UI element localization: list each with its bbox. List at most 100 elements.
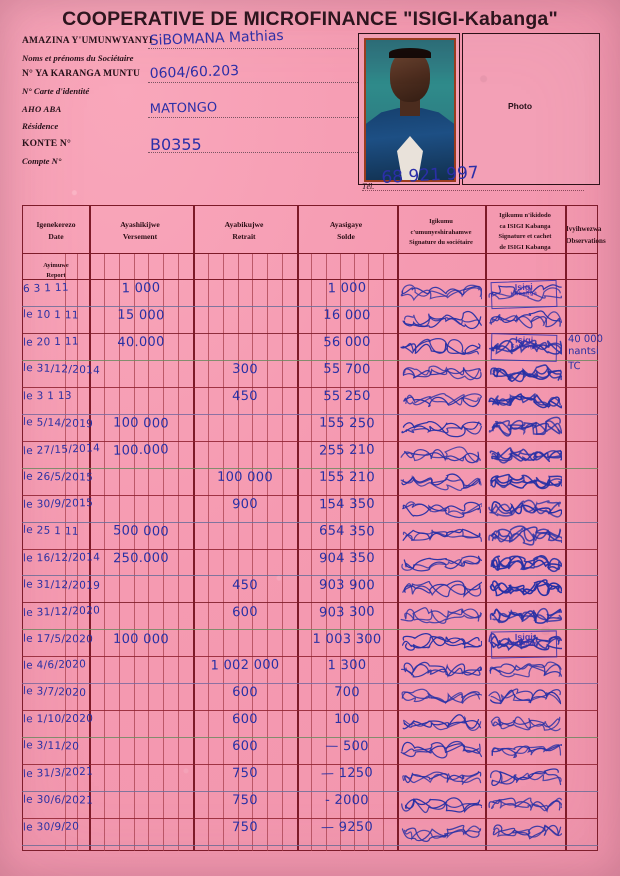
col-header-date-kr: Igenekerezo [36,220,76,229]
col-header-sig-member: Igikumu c'umunyeshirahamwe Signature du … [398,217,484,249]
cell-date: le 31/12/2019 [22,578,101,592]
table-row-divider [22,710,598,712]
table-row-divider [22,602,598,604]
rule-name [148,48,362,49]
cell-versement: 40.000 [117,334,165,351]
table-subcolumn-divider [267,253,269,851]
table-row-divider [22,386,598,388]
table-subcolumn-divider [148,253,150,851]
report-row-label: Ayimuwe Report [24,261,88,281]
table-subcolumn-divider [133,253,135,851]
col-header-date: Igenekerezo Date [24,219,88,243]
cell-date: le 31/12/2020 [22,603,101,619]
cell-date: le 3 1 13 [22,389,72,403]
cell-versement: 500 000 [112,523,170,540]
table-row-divider [22,818,598,819]
table-subcolumn-divider [77,253,78,851]
col-header-sig-member-fr2: Signature du sociétaire [409,239,473,246]
table-border [22,205,598,851]
cell-solde: 155 250 [318,415,376,432]
member-photo [364,38,456,182]
col-header-sig-member-fr: c'umunyeshirahamwe [410,228,472,236]
col-header-observations: Ivyihwezwa Observations [566,223,606,247]
cell-retrait: 750 [232,820,258,836]
cell-retrait: 600 [232,712,258,728]
col-header-date-fr: Date [48,232,64,241]
cell-date: le 10 1 11 [22,308,79,322]
cell-observations: TC [567,360,581,373]
table-row-divider [22,279,598,280]
table-row-divider [22,253,598,254]
table-subcolumn-divider [222,253,224,851]
cell-solde: — 9250 [320,819,374,836]
table-row-divider [22,413,598,415]
cell-observations: 40 000 nantsi [567,333,603,358]
label-residence: Résidence [22,121,59,131]
cell-date: le 5/14/2019 [22,415,94,431]
cell-solde: 700 [334,685,360,701]
photo-face [390,50,430,102]
table-row-divider [22,467,598,469]
cell-solde: — 500 [325,739,369,755]
cell-solde: 1 000 [327,280,367,297]
col-header-retrait-kr: Ayabikujwe [224,220,264,229]
cell-solde: 1 003 300 [312,631,382,647]
table-row-divider [22,440,598,442]
col-header-observations-kr: Ivyihwezwa [566,225,602,233]
col-header-retrait-fr: Retrait [232,232,256,241]
cell-date: le 20 1 11 [22,335,79,349]
label-noms-prenoms: Noms et prénoms du Sociétaire [22,53,134,63]
col-header-sig-member-kr: Igikumu [429,218,453,225]
photo-hair [389,48,431,58]
cell-solde: 155 210 [319,469,375,486]
photo-placeholder-label: Photo [508,101,533,111]
stamp-line-2: Kabanga [510,344,538,351]
table-subcolumn-divider [311,253,313,851]
rule-residence [148,117,362,118]
cell-solde: 16 000 [323,307,371,324]
col-header-solde: Ayasigaye Solde [298,219,394,243]
table-row-divider [22,737,598,739]
report-row-label-fr: Report [46,272,66,279]
table-subcolumn-divider [163,253,165,851]
cell-solde: 1 300 [327,658,367,674]
table-row-divider [22,629,598,631]
rule-telephone [362,190,584,191]
table-row-divider [22,332,598,334]
col-header-sig-isigi-kr2: ca ISIGI Kabanga [499,222,551,230]
report-row-label-kr: Ayimuwe [43,262,69,269]
col-header-solde-fr: Solde [337,232,355,241]
table-column-divider [397,205,399,851]
cell-solde: - 2000 [325,793,369,809]
cell-versement: 1 000 [121,280,161,297]
cell-retrait: 450 [232,388,258,405]
isigi-rubber-stamp: Isigi Kabanga [490,333,558,363]
label-compte-no: Compte N° [22,156,62,166]
label-amazina-yumunwyanyi: AMAZINA Y'UMUNWYANYI [22,36,153,46]
table-column-divider [89,205,91,851]
cell-date: le 31/12/2014 [22,361,101,377]
cell-retrait: 1 002 000 [210,658,280,674]
cell-solde: — 1250 [320,765,374,782]
col-header-versement: Ayashikijwe Versement [90,219,190,243]
value-name: SiBOMANA Mathias [149,27,284,49]
cell-retrait: 750 [231,766,259,782]
value-id-number: 0604/60.203 [149,62,240,82]
cell-solde: 56 000 [323,334,371,351]
table-subcolumn-divider [118,253,120,851]
cell-retrait: 900 [232,496,258,512]
cell-retrait: 600 [231,604,259,620]
stamp-line-2: Kabanga [510,640,538,648]
table-subcolumn-divider [252,253,254,851]
cell-solde: 904 350 [319,550,375,566]
value-account-number: B0355 [150,135,202,154]
table-row-divider [22,494,598,496]
col-header-retrait: Ayabikujwe Retrait [194,219,294,243]
table-subcolumn-divider [65,253,66,851]
cell-solde: 154 350 [318,496,376,513]
col-header-sig-isigi-fr: Signature et cachet [498,233,552,240]
page-title: COOPERATIVE DE MICROFINANCE "ISIGI-Kaban… [62,8,558,30]
table-row-divider [22,791,598,792]
table-subcolumn-divider [325,253,327,851]
